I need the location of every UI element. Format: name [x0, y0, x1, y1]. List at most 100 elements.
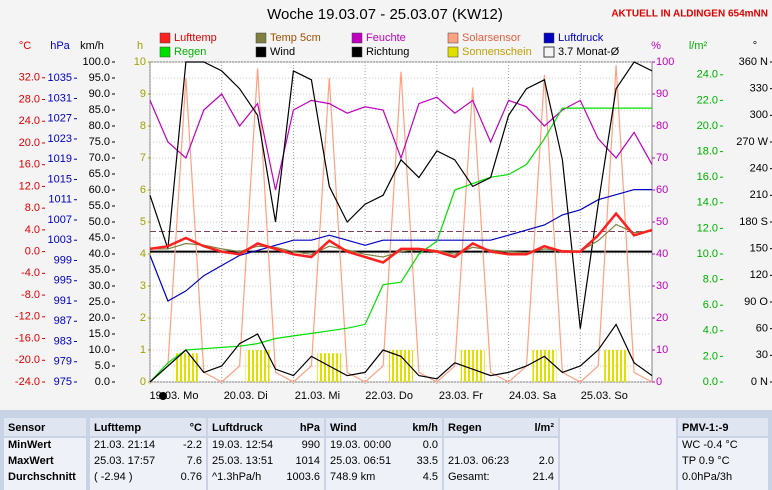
y-tick-label: 95.0 [89, 72, 110, 84]
y-tick-label: 18.0 [697, 146, 718, 158]
legend-swatch [159, 46, 171, 58]
y-tick-label: 4 [140, 248, 146, 260]
y-tick-label: 10.0 [697, 248, 718, 260]
y-tick-label: 10 [656, 344, 668, 356]
table-spacer [560, 418, 676, 490]
table-cell: Durchschnitt [8, 471, 76, 483]
y-tick-label: 270 W [736, 136, 768, 148]
y-tick-label: 10 [134, 56, 146, 68]
y-tick-label: 50 [656, 216, 668, 228]
y-tick-label: 70.0 [89, 152, 110, 164]
y-tick-label: 1007 [48, 214, 72, 226]
y-tick-label: 1035 [48, 72, 72, 84]
y-tick-label: 2.0 [703, 350, 718, 362]
y-tick-label: 20.0 [89, 312, 110, 324]
table-body-cell [4, 438, 86, 490]
table-header: Regen [448, 422, 482, 434]
y-tick-label: 20.0 [19, 137, 40, 149]
axis-unit: ° [753, 40, 757, 52]
y-tick-label: 55.0 [89, 200, 110, 212]
y-tick-label: 7 [140, 152, 146, 164]
table-cell: 21.4 [533, 471, 554, 483]
legend-swatch [351, 46, 363, 58]
table-cell: 0.0 [423, 439, 438, 451]
y-tick-label: 8 [140, 120, 146, 132]
table-cell: 7.6 [187, 455, 202, 467]
legend-label: Regen [174, 46, 206, 58]
y-tick-label: 6 [140, 184, 146, 196]
series-line [149, 93, 653, 191]
legend-swatch [447, 46, 459, 58]
y-tick-label: 5 [140, 216, 146, 228]
table-cell: TP 0.9 °C [682, 455, 730, 467]
y-tick-label: 979 [54, 356, 72, 368]
y-tick-label: 120 [750, 269, 768, 281]
y-tick-label: 360 N [739, 56, 768, 68]
y-tick-label: 12.0 [19, 180, 40, 192]
y-tick-label: 24.0 [19, 115, 40, 127]
y-tick-label: -24.0 [15, 376, 40, 388]
y-tick-label: -4.0 [21, 267, 40, 279]
legend-label: Sonnenschein [462, 46, 532, 58]
x-tick-label: 25.03. So [581, 390, 628, 402]
y-tick-label: 210 [750, 189, 768, 201]
y-tick-label: 180 S [739, 216, 768, 228]
axis-unit: % [651, 40, 661, 52]
table-cell: 21.03. 21:14 [94, 439, 155, 451]
y-tick-label: 40.0 [89, 248, 110, 260]
table-cell: -2.2 [183, 439, 202, 451]
y-tick-label: 0 N [751, 376, 768, 388]
table-cell: 19.03. 12:54 [212, 439, 273, 451]
y-tick-label: 80.0 [89, 120, 110, 132]
legend-label: Feuchte [366, 32, 406, 44]
y-tick-label: 12.0 [697, 222, 718, 234]
y-tick-label: 30 [756, 349, 768, 361]
table-cell: 1014 [296, 455, 320, 467]
table-header-cell [326, 418, 442, 436]
table-cell: 4.5 [423, 471, 438, 483]
table-header-cell [90, 418, 206, 436]
axis-unit: l/m² [689, 40, 708, 52]
table-body-cell [208, 438, 324, 490]
axis-unit: hPa [50, 40, 70, 52]
axis-unit: h [137, 40, 143, 52]
legend-label: Richtung [366, 46, 409, 58]
y-tick-label: 50.0 [89, 216, 110, 228]
table-cell: MinWert [8, 439, 52, 451]
y-tick-label: 60 [756, 323, 768, 335]
y-tick-label: 999 [54, 254, 72, 266]
series-line [149, 61, 653, 329]
table-cell: 748.9 km [330, 471, 375, 483]
sunshine-bar [317, 353, 342, 382]
y-tick-label: 20 [656, 312, 668, 324]
y-tick-label: 240 [750, 163, 768, 175]
sunshine-bar [245, 350, 270, 382]
y-tick-label: -8.0 [21, 289, 40, 301]
table-body-cell [678, 438, 768, 490]
legend-swatch [351, 32, 363, 44]
legend-label: Lufttemp [174, 32, 217, 44]
y-tick-label: 995 [54, 275, 72, 287]
axis-unit: °C [19, 40, 31, 52]
y-tick-label: 6.0 [703, 299, 718, 311]
table-header-cell [4, 418, 86, 436]
table-cell: 25.03. 17:57 [94, 455, 155, 467]
y-tick-label: 0.0 [95, 376, 110, 388]
y-tick-label: -20.0 [15, 354, 40, 366]
y-tick-label: 1015 [48, 173, 72, 185]
y-tick-label: 991 [54, 295, 72, 307]
table-header-cell [444, 418, 558, 436]
table-cell: 19.03. 00:00 [330, 439, 391, 451]
table-cell: WC -0.4 °C [682, 439, 738, 451]
y-tick-label: 16.0 [697, 171, 718, 183]
y-tick-label: 100.0 [82, 56, 110, 68]
table-header: Sensor [8, 422, 46, 434]
y-tick-label: 90.0 [89, 88, 110, 100]
table-cell: 990 [302, 439, 320, 451]
y-tick-label: 25.0 [89, 296, 110, 308]
table-unit: hPa [300, 422, 321, 434]
table-body-cell [444, 438, 558, 490]
y-tick-label: 45.0 [89, 232, 110, 244]
x-tick-label: 20.03. Di [224, 390, 268, 402]
y-tick-label: 90 [656, 88, 668, 100]
